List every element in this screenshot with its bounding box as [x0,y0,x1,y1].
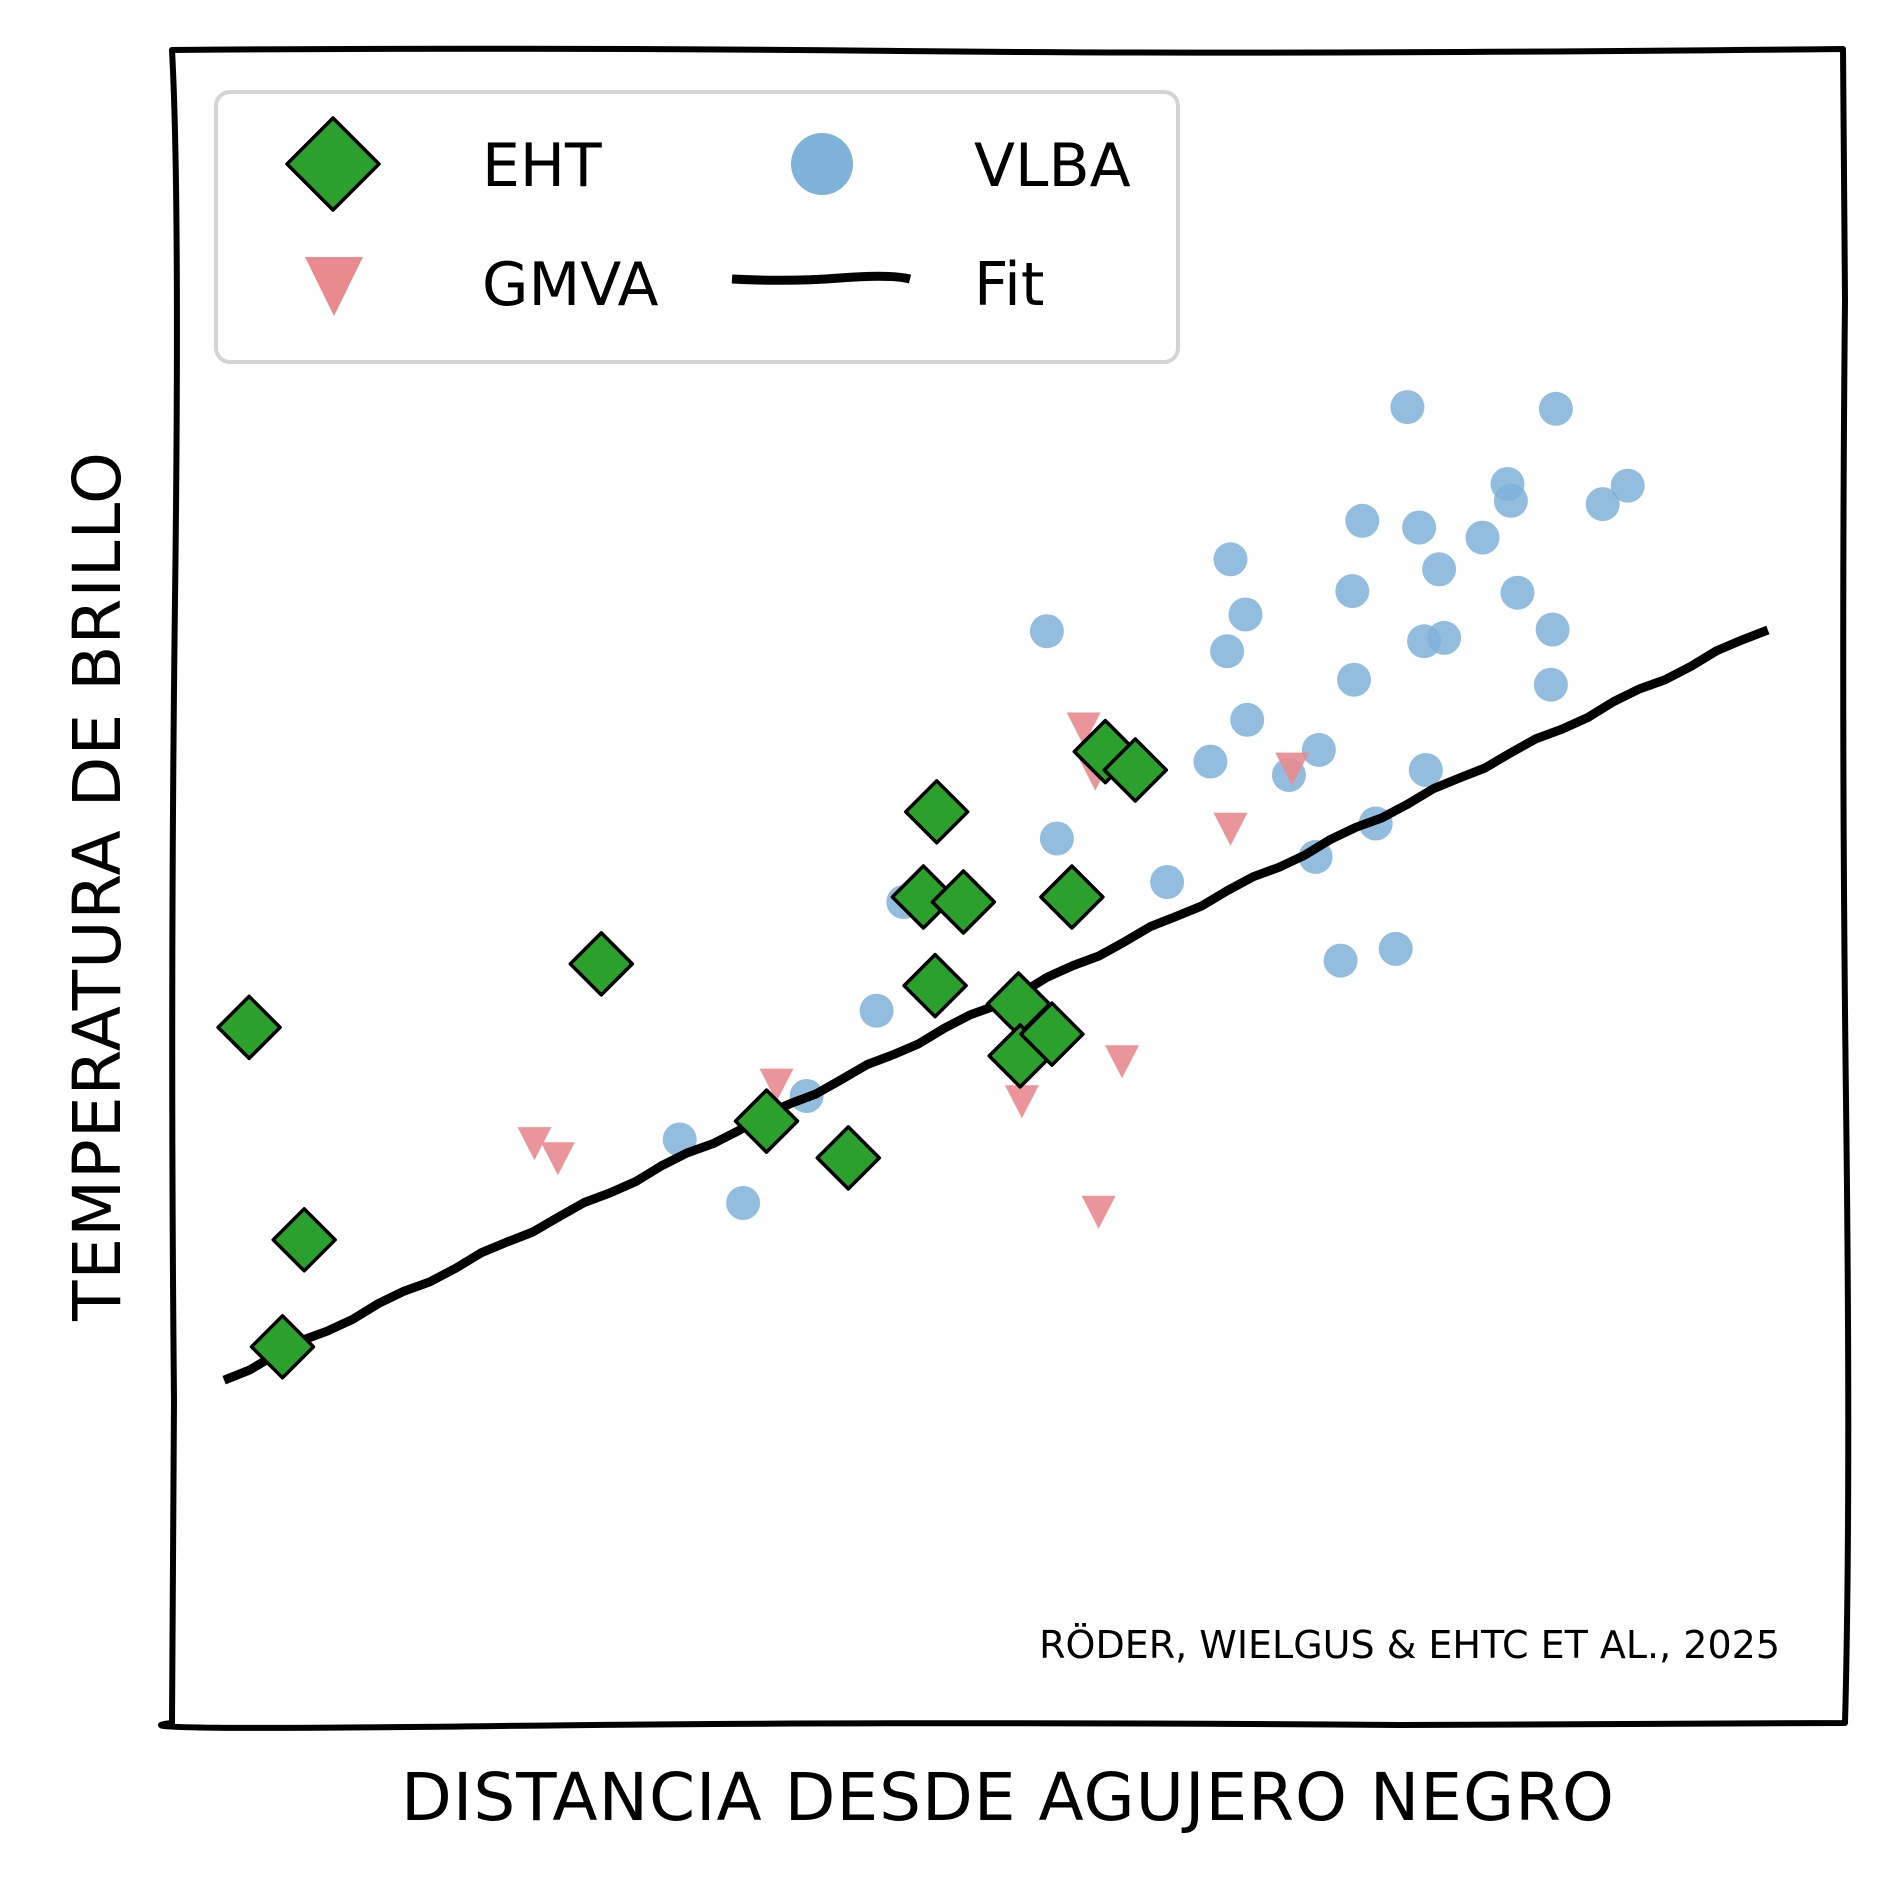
vlba-point-12 [1230,702,1265,737]
gmva-point-7 [1105,1045,1139,1079]
vlba-point-21 [1378,931,1413,966]
legend-label-eht: EHT [482,131,602,201]
credit-annotation: RÖDER, WIELGUS & EHTC ET AL., 2025 [1039,1623,1780,1667]
vlba-point-1 [726,1186,761,1220]
y-axis-label: TEMPERATURA DE BRILLO [59,451,136,1322]
eht-point-2 [271,1207,337,1273]
eht-point-13 [1039,864,1105,930]
vlba-point-10 [1210,634,1245,669]
vlba-point-33 [1535,612,1570,647]
vlba-point-36 [1610,468,1645,503]
vlba-point-23 [1402,510,1437,545]
vlba-point-14 [1301,732,1336,767]
vlba-point-35 [1585,487,1620,522]
eht-point-4 [733,1088,800,1154]
eht-point-0 [216,994,282,1061]
vlba-point-19 [1345,503,1380,538]
eht-point-8 [903,779,970,845]
gmva-point-1 [540,1142,575,1176]
x-axis-label: DISTANCIA DESDE AGUJERO NEGRO [401,1759,1615,1836]
vlba-point-17 [1335,574,1370,609]
gmva-point-4 [1066,712,1101,746]
vlba-point-16 [1323,943,1358,978]
vlba-point-8 [1193,744,1228,779]
gmva-point-3 [1004,1085,1039,1119]
gmva-series [517,712,1310,1229]
legend-label-gmva: GMVA [482,250,659,320]
vlba-point-27 [1427,620,1462,655]
vlba-point-5 [1039,821,1074,856]
vlba-point-7 [1150,865,1185,899]
vlba-point-32 [1533,667,1568,702]
vlba-point-25 [1408,753,1443,787]
plot-frame [158,45,1852,1731]
vlba-point-26 [1422,552,1457,587]
legend-label-fit: Fit [974,250,1044,320]
legend: EHT VLBA GMVA Fit [214,90,1180,364]
eht-point-6 [890,864,957,930]
gmva-point-6 [1081,1195,1116,1229]
eht-point-5 [815,1125,882,1191]
vlba-point-34 [1538,391,1573,426]
eht-point-1 [249,1314,316,1380]
vlba-point-3 [859,993,894,1028]
gmva-point-8 [1213,812,1248,846]
gmva-point-2 [759,1068,794,1102]
eht-point-9 [930,869,997,935]
legend-eht-diamond-icon [285,116,381,212]
eht-point-12 [1019,1001,1085,1067]
gmva-point-9 [1275,752,1310,786]
vlba-point-28 [1465,520,1500,555]
legend-vlba-circle-icon [791,133,853,195]
vlba-point-11 [1228,597,1263,632]
vlba-point-22 [1390,390,1425,425]
eht-series [216,718,1169,1380]
eht-point-3 [568,931,635,997]
vlba-point-31 [1500,575,1535,610]
legend-gmva-triangle-icon [305,257,363,316]
eht-point-15 [1102,737,1169,803]
legend-label-vlba: VLBA [974,131,1131,201]
vlba-point-6 [1029,614,1064,649]
legend-box [214,90,1180,364]
vlba-point-18 [1337,662,1371,697]
eht-point-7 [902,952,968,1019]
gmva-point-0 [517,1127,552,1161]
vlba-point-9 [1213,542,1248,577]
vlba-point-30 [1493,483,1528,518]
legend-fit-line-icon [731,271,912,285]
